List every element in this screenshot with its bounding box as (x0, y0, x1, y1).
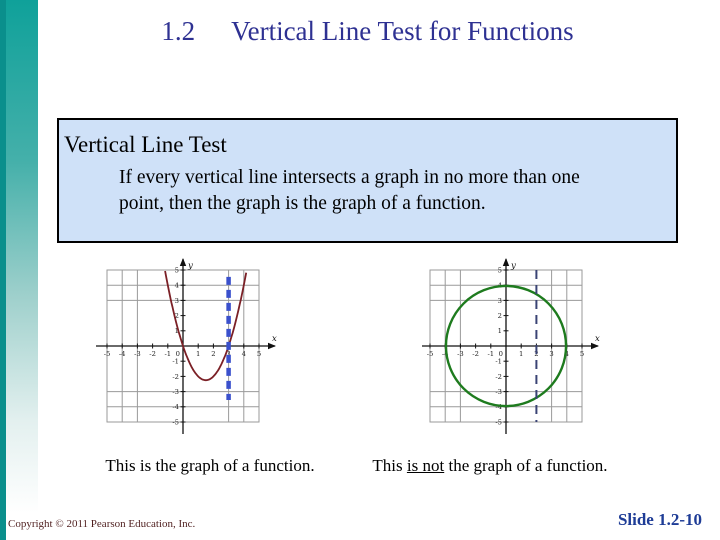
svg-text:1: 1 (196, 350, 200, 358)
left-edge-strip (0, 0, 6, 540)
svg-text:y: y (187, 261, 193, 271)
svg-text:4: 4 (565, 350, 569, 358)
svg-text:-4: -4 (119, 350, 126, 358)
slide-title: 1.2 Vertical Line Test for Functions (45, 16, 690, 47)
svg-text:1: 1 (175, 327, 179, 335)
svg-text:-2: -2 (149, 350, 156, 358)
slide-number: Slide 1.2-10 (617, 510, 702, 529)
svg-text:2: 2 (175, 312, 179, 320)
definition-heading: Vertical Line Test (64, 132, 227, 157)
svg-text:-3: -3 (495, 388, 502, 396)
definition-box: Vertical Line Test If every vertical lin… (57, 118, 678, 243)
svg-text:y: y (510, 261, 516, 271)
section-number: 1.2 (161, 16, 196, 46)
caption-post: the graph of a function. (444, 456, 608, 475)
svg-text:x: x (595, 334, 600, 344)
svg-text:-4: -4 (172, 403, 179, 411)
svg-text:-3: -3 (134, 350, 141, 358)
svg-text:3: 3 (498, 297, 502, 305)
svg-text:-2: -2 (172, 373, 179, 381)
svg-text:3: 3 (549, 350, 553, 358)
svg-text:0: 0 (499, 350, 503, 358)
svg-text:0: 0 (176, 350, 180, 358)
svg-text:3: 3 (175, 297, 179, 305)
svg-text:x: x (272, 334, 277, 344)
left-gradient-bar (6, 0, 38, 540)
svg-text:5: 5 (580, 350, 584, 358)
svg-text:-2: -2 (472, 350, 479, 358)
svg-text:-5: -5 (172, 418, 179, 426)
svg-text:3: 3 (226, 350, 230, 358)
svg-text:4: 4 (242, 350, 246, 358)
caption-underlined: is not (406, 456, 445, 475)
svg-text:5: 5 (498, 266, 502, 274)
definition-body: If every vertical line intersects a grap… (119, 167, 580, 214)
svg-text:-4: -4 (495, 403, 502, 411)
svg-text:-4: -4 (442, 350, 449, 358)
parabola-graph: -5 -5 -4 -4 -3 -3 -2 -2 -1-1 1 1 2 2 3 3 4 4 5 5 0 x y (96, 258, 277, 434)
svg-text:-1: -1 (487, 350, 494, 358)
svg-text:5: 5 (257, 350, 261, 358)
svg-text:2: 2 (211, 350, 215, 358)
copyright-text: Copyright © 2011 Pearson Education, Inc. (8, 518, 196, 530)
svg-text:-5: -5 (495, 418, 502, 426)
svg-text:-1: -1 (495, 358, 502, 366)
svg-text:1: 1 (498, 327, 502, 335)
svg-text:-1: -1 (172, 358, 179, 366)
svg-text:2: 2 (498, 312, 502, 320)
caption-pre: This (372, 456, 407, 475)
svg-text:-5: -5 (104, 350, 111, 358)
svg-text:-3: -3 (172, 388, 179, 396)
svg-text:-5: -5 (427, 350, 434, 358)
svg-text:-3: -3 (457, 350, 464, 358)
caption-not-function: This is not the graph of a function. (340, 456, 640, 476)
svg-text:-1: -1 (164, 350, 171, 358)
svg-text:5: 5 (175, 266, 179, 274)
caption-function: This is the graph of a function. (105, 456, 315, 475)
svg-text:4: 4 (175, 282, 179, 290)
title-text: Vertical Line Test for Functions (231, 16, 574, 46)
svg-text:1: 1 (519, 350, 523, 358)
svg-text:-2: -2 (495, 373, 502, 381)
